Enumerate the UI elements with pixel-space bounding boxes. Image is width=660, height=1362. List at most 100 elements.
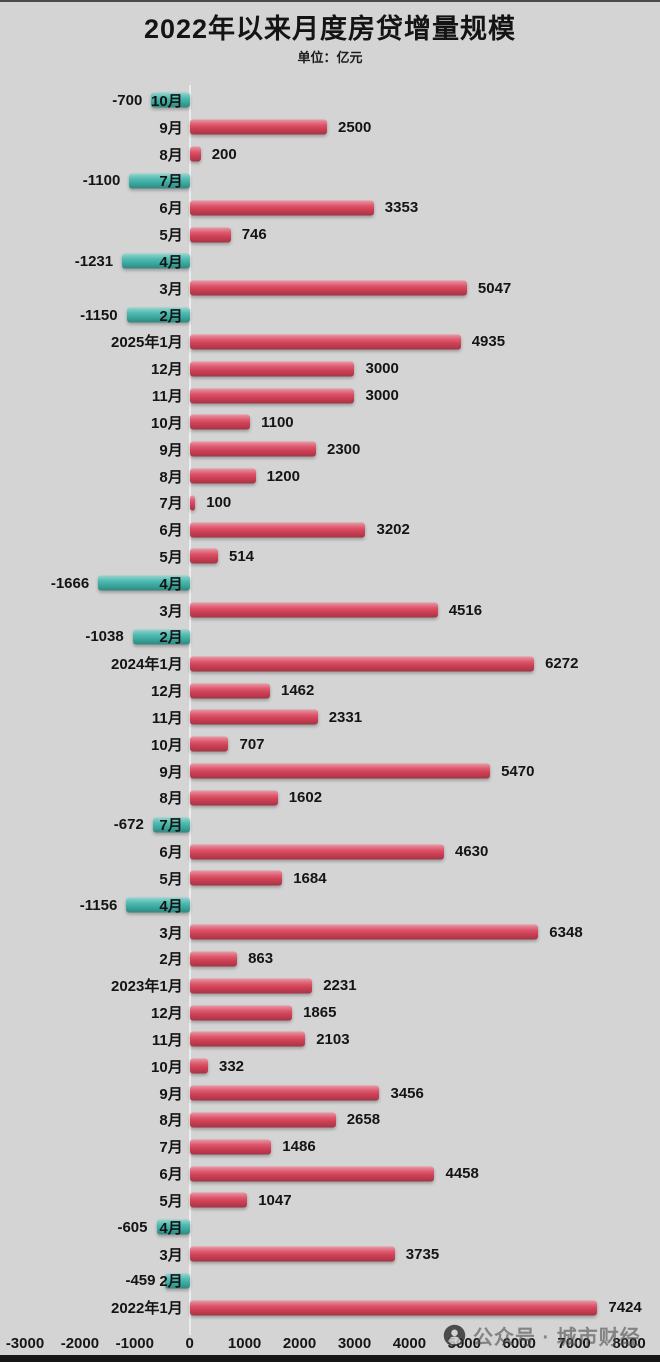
positive-bar xyxy=(189,870,283,886)
negative-bar xyxy=(122,253,190,269)
category-label: 7月 xyxy=(159,173,183,191)
bar-row: 10月 1100 xyxy=(0,409,660,436)
bar-value-label: 1486 xyxy=(282,1138,316,1156)
positive-bar xyxy=(189,736,229,752)
bar-row: 8月 1200 xyxy=(0,463,660,490)
category-label: 6月 xyxy=(159,844,183,862)
axis-tick-label: 1000 xyxy=(227,1335,262,1352)
positive-bar xyxy=(189,495,196,511)
bar-value-label: 2658 xyxy=(346,1111,381,1129)
bar-row: 2022年1月 7424 xyxy=(0,1294,660,1321)
bar-row: 2月 -459 xyxy=(0,1267,660,1294)
category-label: 5月 xyxy=(159,1192,183,1210)
category-label: 7月 xyxy=(159,1139,183,1157)
category-label: 5月 xyxy=(159,548,183,566)
bar-row: 3月 6348 xyxy=(0,919,660,946)
bar-value-label: 6348 xyxy=(549,923,583,941)
category-label: 8月 xyxy=(159,1112,183,1130)
category-label: 3月 xyxy=(159,924,183,942)
top-border-line xyxy=(0,0,660,2)
bar-row: 7月 1486 xyxy=(0,1133,660,1160)
positive-bar xyxy=(189,602,438,618)
positive-bar xyxy=(189,361,355,377)
bar-value-label: 3456 xyxy=(390,1084,424,1102)
positive-bar xyxy=(189,334,461,350)
negative-bar xyxy=(132,629,190,645)
bar-row: 8月 2658 xyxy=(0,1106,660,1133)
category-label: 11月 xyxy=(151,1031,183,1049)
bar-row: 12月 1462 xyxy=(0,677,660,704)
bar-value-label: 707 xyxy=(239,735,265,753)
bar-value-label: 1865 xyxy=(303,1004,337,1022)
positive-bar xyxy=(189,709,318,725)
bar-row: 7月 -672 xyxy=(0,811,660,838)
bar-value-label: 3353 xyxy=(384,199,419,217)
category-label: 4月 xyxy=(159,253,183,271)
bar-row: 3月 4516 xyxy=(0,597,660,624)
category-label: 12月 xyxy=(151,1005,183,1023)
bar-row: 11月 3000 xyxy=(0,382,660,409)
bar-value-label: 100 xyxy=(206,494,232,512)
bar-value-label: 4935 xyxy=(471,333,506,351)
category-label: 2025年1月 xyxy=(110,334,183,352)
positive-bar xyxy=(189,146,201,162)
bar-value-label: 1602 xyxy=(288,789,323,807)
positive-bar xyxy=(189,790,278,806)
category-label: 9月 xyxy=(159,763,183,781)
bar-row: 10月 332 xyxy=(0,1053,660,1080)
category-label: 9月 xyxy=(159,441,183,459)
bar-row: 6月 4630 xyxy=(0,838,660,865)
positive-bar xyxy=(189,388,355,404)
bar-value-label: 4630 xyxy=(455,843,489,861)
category-label: 10月 xyxy=(151,736,183,754)
negative-bar xyxy=(164,1273,190,1289)
bar-value-label: 514 xyxy=(229,547,255,565)
x-axis-tick-labels: -3000 -2000 -1000 0 1000 2000 3000 4000 5000 6000… xyxy=(0,1333,660,1355)
axis-tick-label: -3000 xyxy=(5,1335,45,1352)
category-label: 2024年1月 xyxy=(110,656,183,674)
bar-row: 7月 100 xyxy=(0,489,660,516)
bar-value-label: 1200 xyxy=(266,467,300,485)
bar-value-label: 1462 xyxy=(281,682,315,700)
bar-row: 4月 -1666 xyxy=(0,570,660,597)
positive-bar xyxy=(189,200,374,216)
positive-bar xyxy=(189,763,491,779)
axis-tick-label: 0 xyxy=(185,1335,194,1352)
category-label: 4月 xyxy=(159,575,183,593)
category-label: 7月 xyxy=(159,817,183,835)
bar-value-label: 5047 xyxy=(477,279,512,297)
category-label: 4月 xyxy=(159,1219,183,1237)
positive-bar xyxy=(189,468,256,484)
category-label: 5月 xyxy=(159,227,183,245)
category-label: 3月 xyxy=(159,1246,183,1264)
bar-value-label: -1150 xyxy=(80,306,118,324)
positive-bar xyxy=(189,978,313,994)
bar-chart-plot-area: 10月 -700 9月 2500 8月 200 7月 -1100 6月 3353 5月 746 4月 -1… xyxy=(0,85,660,1335)
axis-tick-label: 4000 xyxy=(392,1335,427,1352)
bar-value-label: 4516 xyxy=(448,601,483,619)
axis-tick-label: 6000 xyxy=(502,1335,536,1352)
positive-bar xyxy=(189,280,467,296)
bar-row: 8月 200 xyxy=(0,141,660,168)
bar-value-label: 1684 xyxy=(293,869,327,887)
bar-value-label: 6272 xyxy=(545,655,579,673)
category-label: 6月 xyxy=(159,1166,183,1184)
positive-bar xyxy=(189,548,218,564)
bar-row: 6月 3353 xyxy=(0,194,660,221)
axis-tick-label: 3000 xyxy=(337,1335,372,1352)
bar-row: 2023年1月 2231 xyxy=(0,972,660,999)
bar-row: 4月 -1231 xyxy=(0,248,660,275)
bar-row: 10月 -700 xyxy=(0,87,660,114)
bar-row: 9月 5470 xyxy=(0,758,660,785)
bar-row: 5月 1047 xyxy=(0,1187,660,1214)
bar-rows-container: 10月 -700 9月 2500 8月 200 7月 -1100 6月 3353 5月 746 4月 -1… xyxy=(0,87,660,1321)
bar-value-label: -605 xyxy=(117,1218,148,1236)
bar-value-label: 3202 xyxy=(376,521,410,539)
bar-value-label: -1666 xyxy=(50,574,90,592)
bar-row: 2月 -1038 xyxy=(0,624,660,651)
bar-value-label: 1047 xyxy=(258,1191,292,1209)
negative-bar xyxy=(156,1219,190,1235)
axis-tick-label: -1000 xyxy=(115,1335,154,1352)
bar-value-label: -1100 xyxy=(82,172,121,190)
